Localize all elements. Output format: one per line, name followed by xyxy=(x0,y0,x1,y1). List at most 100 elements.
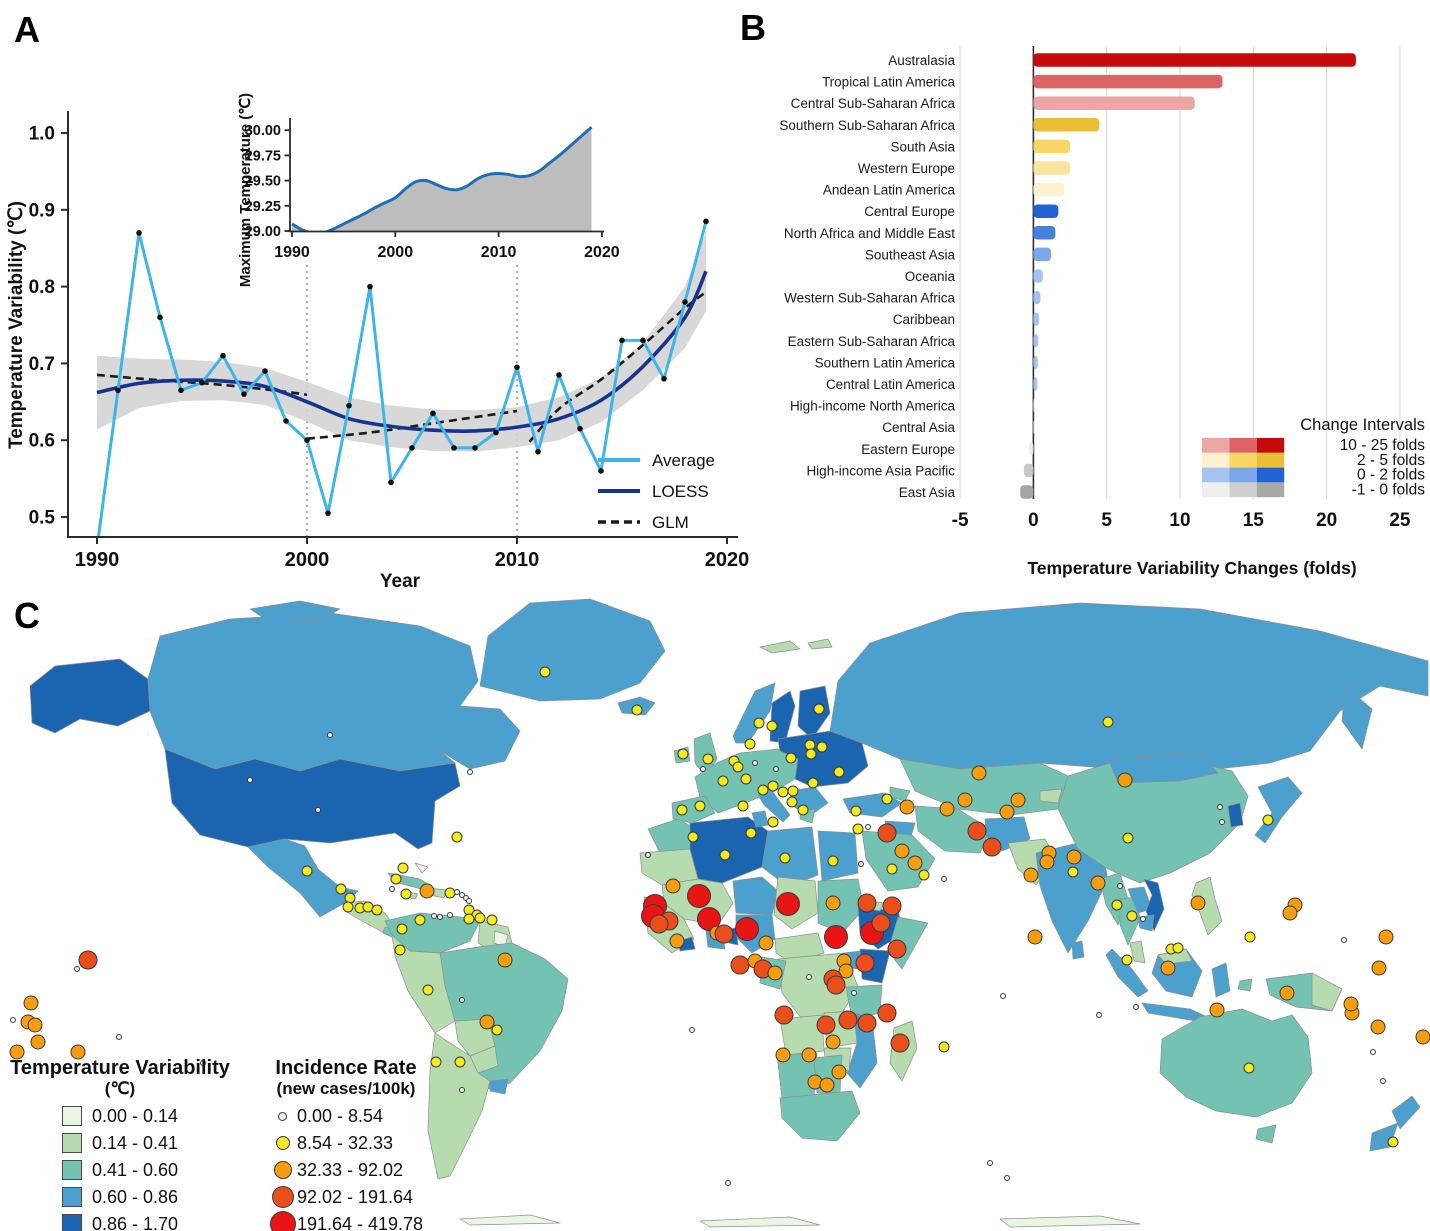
bar-label: Eastern Sub-Saharan Africa xyxy=(788,334,956,349)
incidence-bubble xyxy=(1217,804,1223,810)
average-line xyxy=(96,220,708,537)
incidence-bubble xyxy=(744,738,756,750)
legend-cell xyxy=(1256,467,1285,483)
region-sri_lanka xyxy=(1071,940,1085,960)
incidence-bubble xyxy=(23,995,39,1011)
incidence-bubble xyxy=(824,925,848,949)
region-finland xyxy=(797,685,831,740)
svg-text:0.5: 0.5 xyxy=(29,508,56,529)
temperature-variability-line-chart: 0.5 0.6 0.7 0.8 0.9 1.0 1990 2000 2010 2020 Year Te… xyxy=(6,93,749,590)
legend-cell xyxy=(1256,452,1285,468)
data-point xyxy=(661,375,667,382)
incidence-bubble xyxy=(797,804,809,816)
incidence-bubble xyxy=(786,796,798,808)
incidence-bubble xyxy=(1102,716,1114,728)
x-axis-title: Temperature Variability Changes (folds) xyxy=(1027,558,1356,578)
legend-item: 0.86 - 1.70 xyxy=(61,1211,178,1231)
incidence-bubble xyxy=(850,805,862,817)
bar-15 xyxy=(1033,377,1038,391)
svg-text:-5: -5 xyxy=(952,510,969,531)
region-australia xyxy=(1159,1008,1313,1118)
incidence-bubble xyxy=(776,892,800,916)
legend-row-label: 2 - 5 folds xyxy=(1357,452,1425,469)
incidence-bubble xyxy=(773,766,779,772)
incidence-bubble xyxy=(717,775,729,787)
incidence-bubble xyxy=(327,732,333,738)
legend-circle-swatch xyxy=(278,1111,288,1121)
incidence-bubble xyxy=(1371,960,1387,976)
incidence-bubble xyxy=(342,901,354,913)
legend-cell xyxy=(1229,467,1257,483)
region-niger xyxy=(732,876,779,916)
legend-item-label: 0.41 - 0.60 xyxy=(91,1159,179,1180)
data-point xyxy=(682,299,688,305)
svg-text:1.0: 1.0 xyxy=(29,124,55,145)
incidence-bubble xyxy=(1027,929,1043,945)
map-bubble-legend: Incidence Rate (new cases/100k) 0.00 - 8.5… xyxy=(248,1057,444,1231)
region-sumatra xyxy=(1105,948,1149,998)
incidence-bubble xyxy=(1378,929,1394,945)
bar-label: Southern Sub-Saharan Africa xyxy=(779,118,955,133)
incidence-bubble xyxy=(806,974,812,980)
data-point xyxy=(472,445,478,451)
legend-circle-swatch xyxy=(269,1211,296,1231)
legend-item: 8.54 - 32.33 xyxy=(269,1130,423,1157)
incidence-bubble xyxy=(777,786,789,798)
legend-row-label: 0 - 2 folds xyxy=(1357,467,1425,484)
incidence-bubble xyxy=(1262,814,1274,826)
svg-text:29.25: 29.25 xyxy=(245,199,281,215)
legend-title: Incidence Rate xyxy=(275,1057,417,1079)
data-point xyxy=(619,337,625,344)
bar-label: Central Europe xyxy=(864,204,955,219)
region-alaska xyxy=(29,658,151,734)
data-point xyxy=(409,445,415,451)
plot-area xyxy=(96,218,709,537)
legend-cell xyxy=(1202,467,1230,483)
incidence-bubble xyxy=(894,843,910,859)
panel-b-label: B xyxy=(740,7,766,48)
incidence-bubble xyxy=(816,741,828,753)
incidence-bubble xyxy=(1172,942,1184,954)
incidence-bubble xyxy=(1282,905,1298,921)
data-point xyxy=(325,510,331,516)
map-choropleth-legend: Temperature Variability (℃) 0.00 - 0.14 0.1… xyxy=(4,1057,236,1231)
glm-segment-2 xyxy=(528,290,707,443)
region-south_africa xyxy=(779,1090,861,1142)
incidence-bubble xyxy=(649,914,669,934)
incidence-bubble xyxy=(890,1033,910,1053)
svg-text:0: 0 xyxy=(1028,510,1039,531)
svg-text:0.7: 0.7 xyxy=(29,354,55,375)
legend-subtitle: (℃) xyxy=(104,1079,136,1098)
incidence-bubble xyxy=(1096,1012,1102,1018)
incidence-bubble xyxy=(669,933,685,949)
incidence-bubble xyxy=(645,852,651,858)
incidence-bubble xyxy=(855,953,875,973)
incidence-bubble xyxy=(1380,1078,1386,1084)
incidence-bubble xyxy=(335,883,347,895)
incidence-bubble xyxy=(941,876,947,882)
bar-label: North Africa and Middle East xyxy=(784,226,955,241)
incidence-bubble xyxy=(877,823,897,843)
region-usa xyxy=(164,748,461,850)
incidence-bubble xyxy=(1370,1049,1376,1055)
incidence-bubble xyxy=(459,892,465,898)
region-tunisia xyxy=(751,810,769,828)
data-point xyxy=(514,364,520,371)
bar-label: High-income Asia Pacific xyxy=(806,463,955,478)
region-antarctica3 xyxy=(999,1215,1141,1228)
incidence-bubble xyxy=(758,935,774,951)
region-sulawesi xyxy=(1211,962,1231,998)
bar-14 xyxy=(1033,355,1038,370)
incidence-bubble xyxy=(804,739,816,751)
incidence-bubble xyxy=(838,1010,858,1030)
incidence-bubble xyxy=(753,717,765,729)
incidence-bubble xyxy=(982,837,1002,857)
data-point xyxy=(556,372,562,378)
incidence-bubble xyxy=(371,904,383,916)
bar-5 xyxy=(1033,161,1071,175)
incidence-bubble xyxy=(752,760,758,766)
incidence-bubble xyxy=(938,1041,950,1053)
svg-text:29.75: 29.75 xyxy=(245,148,281,164)
incidence-bubble xyxy=(1067,866,1079,878)
